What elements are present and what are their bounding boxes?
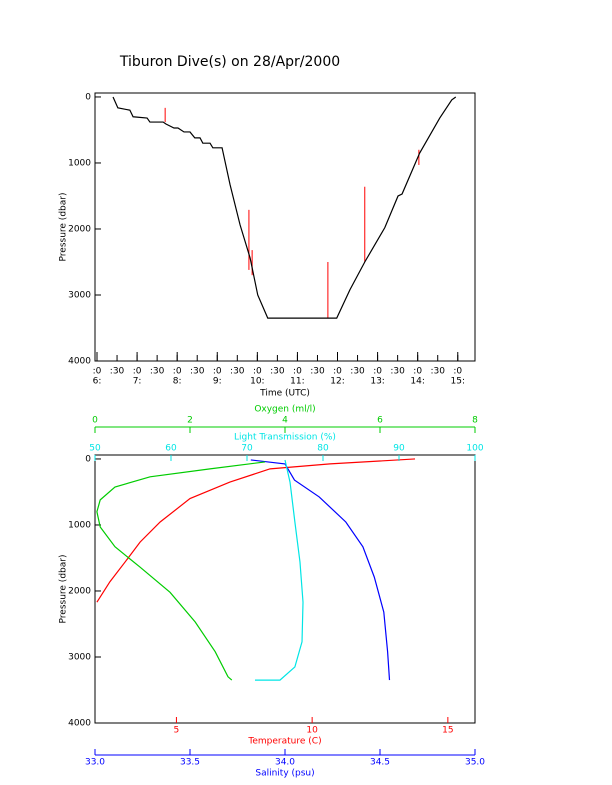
x-tick-label: :0 bbox=[93, 367, 102, 377]
x-tick-label: :30 bbox=[110, 367, 125, 377]
x-hour-label: 10: bbox=[250, 377, 264, 387]
x-tick-label: :0 bbox=[453, 367, 462, 377]
x-axis-title: Oxygen (ml/l) bbox=[254, 405, 315, 415]
x-tick-label: :0 bbox=[253, 367, 262, 377]
x-tick-label: 35.0 bbox=[465, 758, 485, 768]
y-axis-title: Pressure (dbar) bbox=[59, 193, 69, 262]
x-tick-label: :30 bbox=[310, 367, 325, 377]
x-tick-label: 80 bbox=[317, 444, 329, 454]
x-tick-label: 6 bbox=[377, 416, 383, 426]
x-tick-label: 34.0 bbox=[275, 758, 295, 768]
x-tick-label: 2 bbox=[187, 416, 193, 426]
y-tick-label: 4000 bbox=[68, 357, 91, 367]
y-tick-label: 3000 bbox=[68, 290, 91, 300]
x-tick-label: 0 bbox=[92, 416, 98, 426]
y-tick-label: 4000 bbox=[68, 719, 91, 729]
profile-line bbox=[250, 459, 391, 681]
x-tick-label: 4 bbox=[282, 416, 288, 426]
x-tick-label: 33.0 bbox=[85, 758, 105, 768]
y-tick-label: 2000 bbox=[68, 224, 91, 234]
x-tick-label: :0 bbox=[133, 367, 142, 377]
x-tick-label: :0 bbox=[173, 367, 182, 377]
x-hour-label: 14: bbox=[410, 377, 424, 387]
x-axis-title: Time (UTC) bbox=[259, 389, 310, 399]
y-tick-label: 0 bbox=[85, 454, 91, 464]
x-axis-title: Salinity (psu) bbox=[255, 769, 314, 779]
y-tick-label: 1000 bbox=[68, 520, 91, 530]
x-hour-label: 6: bbox=[93, 377, 102, 387]
y-tick-label: 1000 bbox=[68, 158, 91, 168]
y-tick-label: 2000 bbox=[68, 586, 91, 596]
x-hour-label: 9: bbox=[213, 377, 222, 387]
x-tick-label: :0 bbox=[213, 367, 222, 377]
y-tick-label: 0 bbox=[85, 92, 91, 102]
plot-frame bbox=[94, 92, 476, 362]
x-tick-label: :30 bbox=[350, 367, 365, 377]
x-tick-label: :30 bbox=[230, 367, 245, 377]
x-tick-label: :30 bbox=[150, 367, 165, 377]
x-tick-label: 34.5 bbox=[370, 758, 390, 768]
x-hour-label: 11: bbox=[290, 377, 304, 387]
x-tick-label: 8 bbox=[472, 416, 478, 426]
x-hour-label: 13: bbox=[370, 377, 384, 387]
x-tick-label: 100 bbox=[466, 444, 483, 454]
x-tick-label: :30 bbox=[270, 367, 285, 377]
chart-title: Tiburon Dive(s) on 28/Apr/2000 bbox=[119, 54, 340, 70]
x-tick-label: 90 bbox=[393, 444, 405, 454]
x-axis-title: Light Transmission (%) bbox=[234, 433, 336, 443]
x-tick-label: :0 bbox=[293, 367, 302, 377]
profile-line bbox=[96, 458, 416, 603]
x-tick-label: 60 bbox=[165, 444, 177, 454]
x-hour-label: 8: bbox=[173, 377, 182, 387]
x-hour-label: 15: bbox=[451, 377, 465, 387]
y-tick-label: 3000 bbox=[68, 652, 91, 662]
x-tick-label: :0 bbox=[373, 367, 382, 377]
x-hour-label: 12: bbox=[330, 377, 344, 387]
x-tick-label: 10 bbox=[306, 726, 318, 736]
x-tick-label: :30 bbox=[430, 367, 445, 377]
x-tick-label: 50 bbox=[89, 444, 101, 454]
x-tick-label: :0 bbox=[333, 367, 342, 377]
x-tick-label: 5 bbox=[174, 726, 180, 736]
dive-profile bbox=[112, 96, 457, 319]
x-tick-label: 33.5 bbox=[180, 758, 200, 768]
x-tick-label: :30 bbox=[190, 367, 205, 377]
x-axis-title: Temperature (C) bbox=[247, 737, 321, 747]
x-tick-label: 70 bbox=[241, 444, 253, 454]
y-axis-title: Pressure (dbar) bbox=[59, 555, 69, 624]
x-tick-label: :0 bbox=[413, 367, 422, 377]
profile-line bbox=[96, 461, 266, 681]
x-hour-label: 7: bbox=[133, 377, 142, 387]
profile-line bbox=[254, 459, 304, 681]
x-tick-label: 15 bbox=[442, 726, 453, 736]
x-tick-label: :30 bbox=[390, 367, 405, 377]
plot-frame bbox=[94, 454, 476, 724]
